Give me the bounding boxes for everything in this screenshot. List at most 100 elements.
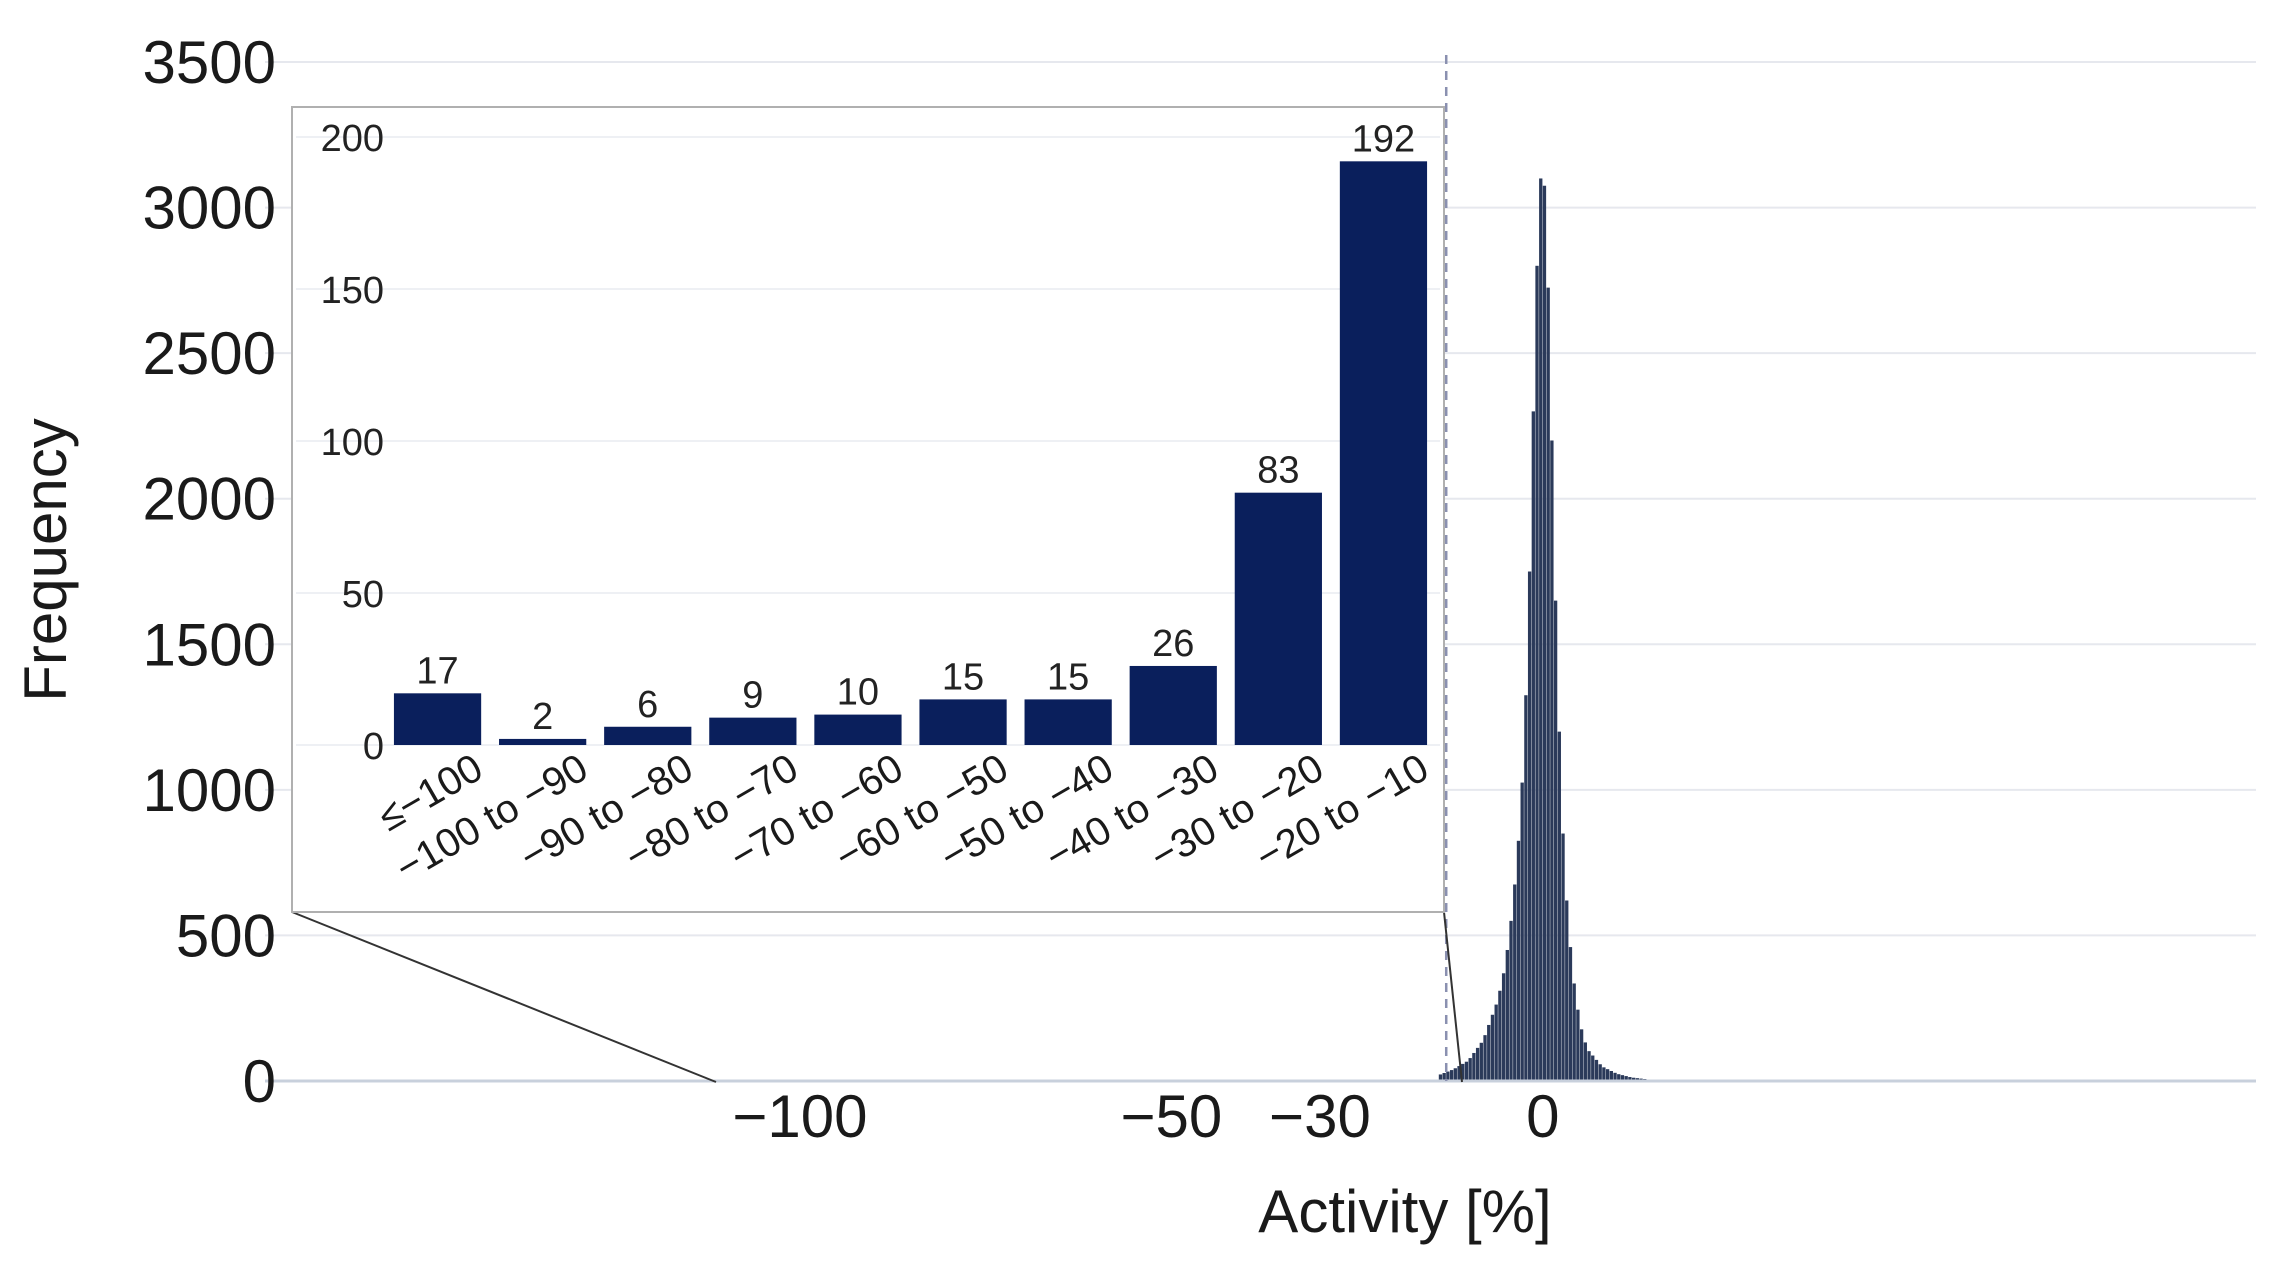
- inset-y-tick-label: 200: [321, 118, 384, 160]
- main-histogram-bar: [1505, 949, 1509, 1081]
- inset-bar: [814, 714, 902, 745]
- inset-bar: [1234, 492, 1322, 745]
- inset-bar: [499, 738, 587, 745]
- main-histogram-bar: [1550, 440, 1554, 1081]
- main-histogram-bar: [1501, 973, 1506, 1081]
- inset-bar: [393, 693, 482, 745]
- main-histogram-bar: [1594, 1059, 1599, 1081]
- main-y-tick-label: 1500: [143, 611, 276, 678]
- inset-data-label: 15: [942, 656, 984, 698]
- inset-bar: [709, 717, 797, 745]
- main-histogram-bar: [1613, 1072, 1617, 1081]
- main-histogram-bar: [1624, 1076, 1628, 1081]
- main-x-tick-label: −30: [1269, 1083, 1371, 1150]
- main-histogram-bar: [1513, 884, 1517, 1081]
- inset-y-tick-label: 150: [321, 270, 384, 312]
- main-y-tick-labels: 0 500 1000 1500 2000 2500 3000 3500: [143, 29, 276, 1115]
- main-histogram-bar: [1539, 178, 1543, 1081]
- main-histogram-bar: [1490, 1014, 1495, 1081]
- main-y-tick-label: 500: [176, 902, 276, 969]
- main-histogram-bars: [1438, 178, 1647, 1081]
- main-histogram-bar: [1531, 411, 1535, 1081]
- main-histogram-bar: [1479, 1042, 1483, 1081]
- inset-y-tick-label: 100: [321, 422, 384, 464]
- main-histogram-bar: [1520, 782, 1524, 1081]
- main-y-tick-label: 2000: [143, 466, 276, 533]
- main-histogram-bar: [1609, 1070, 1613, 1081]
- inset-bar: [1129, 665, 1217, 745]
- y-axis-title: Frequency: [12, 418, 79, 701]
- main-y-tick-label: 2500: [143, 320, 276, 387]
- main-histogram-bar: [1527, 571, 1532, 1081]
- inset-y-tick-label: 0: [363, 726, 384, 768]
- main-x-tick-label: −50: [1120, 1083, 1222, 1150]
- main-histogram-bar: [1524, 695, 1528, 1081]
- main-histogram-bar: [1535, 265, 1539, 1081]
- inset-bars: [393, 161, 1428, 745]
- main-histogram-bar: [1453, 1068, 1457, 1081]
- main-histogram-bar: [1475, 1047, 1480, 1081]
- zoom-connector-left: [291, 911, 717, 1083]
- zoom-connector-right: [1443, 911, 1463, 1083]
- main-y-tick-label: 3500: [143, 29, 276, 96]
- main-histogram-bar: [1483, 1035, 1487, 1081]
- main-histogram-bar: [1565, 900, 1569, 1081]
- main-histogram-bar: [1468, 1058, 1472, 1081]
- inset-data-label: 2: [532, 696, 553, 738]
- main-histogram-bar: [1617, 1074, 1621, 1081]
- main-histogram-bar: [1583, 1042, 1587, 1081]
- main-histogram-bar: [1605, 1069, 1610, 1081]
- inset-data-label: 6: [637, 684, 658, 726]
- main-histogram-bar: [1446, 1071, 1450, 1081]
- inset-bar: [1024, 699, 1112, 745]
- inset-data-label: 26: [1152, 623, 1194, 665]
- main-histogram-bar: [1561, 833, 1565, 1081]
- main-x-tick-labels: −100 −50 −30 0: [732, 1083, 1559, 1150]
- main-histogram-bar: [1553, 600, 1558, 1081]
- inset-y-tick-label: 50: [342, 574, 384, 616]
- main-histogram-bar: [1598, 1064, 1602, 1081]
- main-histogram-bar: [1472, 1052, 1476, 1081]
- main-histogram-bar: [1631, 1077, 1636, 1081]
- inset-data-label: 83: [1257, 450, 1299, 492]
- inset-bar: [604, 726, 692, 745]
- main-histogram-bar: [1449, 1070, 1454, 1081]
- main-histogram-bar: [1591, 1055, 1595, 1081]
- inset-data-label: 10: [837, 672, 879, 714]
- main-histogram-bar: [1457, 1066, 1461, 1081]
- main-histogram-bar: [1461, 1063, 1465, 1081]
- main-histogram-bar: [1542, 185, 1547, 1081]
- main-histogram-bar: [1628, 1077, 1632, 1081]
- main-histogram-bar: [1602, 1067, 1606, 1081]
- main-histogram-bar: [1498, 990, 1502, 1081]
- inset-bar: [1339, 161, 1428, 745]
- main-histogram-bar: [1587, 1051, 1591, 1081]
- inset-bar: [919, 699, 1007, 745]
- inset-y-tick-labels: 0 50 100 150 200: [321, 118, 384, 768]
- inset-data-label: 192: [1352, 118, 1415, 160]
- main-histogram-bar: [1576, 1009, 1580, 1081]
- main-histogram-bar: [1579, 1029, 1584, 1081]
- main-histogram-bar: [1620, 1075, 1625, 1081]
- main-histogram-bar: [1568, 947, 1573, 1081]
- main-histogram-bar: [1509, 920, 1513, 1081]
- main-x-tick-label: −100: [732, 1083, 867, 1150]
- main-histogram-bar: [1438, 1074, 1443, 1081]
- main-histogram-bar: [1557, 731, 1561, 1081]
- main-histogram-bar: [1572, 983, 1576, 1081]
- main-histogram-bar: [1516, 840, 1521, 1081]
- inset-data-label: 17: [416, 650, 458, 692]
- main-y-tick-label: 0: [243, 1048, 276, 1115]
- main-histogram-bar: [1442, 1072, 1446, 1081]
- main-y-tick-label: 1000: [143, 757, 276, 824]
- main-histogram-bar: [1546, 287, 1550, 1081]
- main-y-tick-label: 3000: [143, 175, 276, 242]
- main-x-tick-label: 0: [1526, 1083, 1559, 1150]
- x-axis-title: Activity [%]: [1258, 1178, 1551, 1245]
- inset-data-label: 9: [742, 675, 763, 717]
- main-histogram-bar: [1494, 1004, 1498, 1081]
- main-histogram-bar: [1464, 1061, 1469, 1081]
